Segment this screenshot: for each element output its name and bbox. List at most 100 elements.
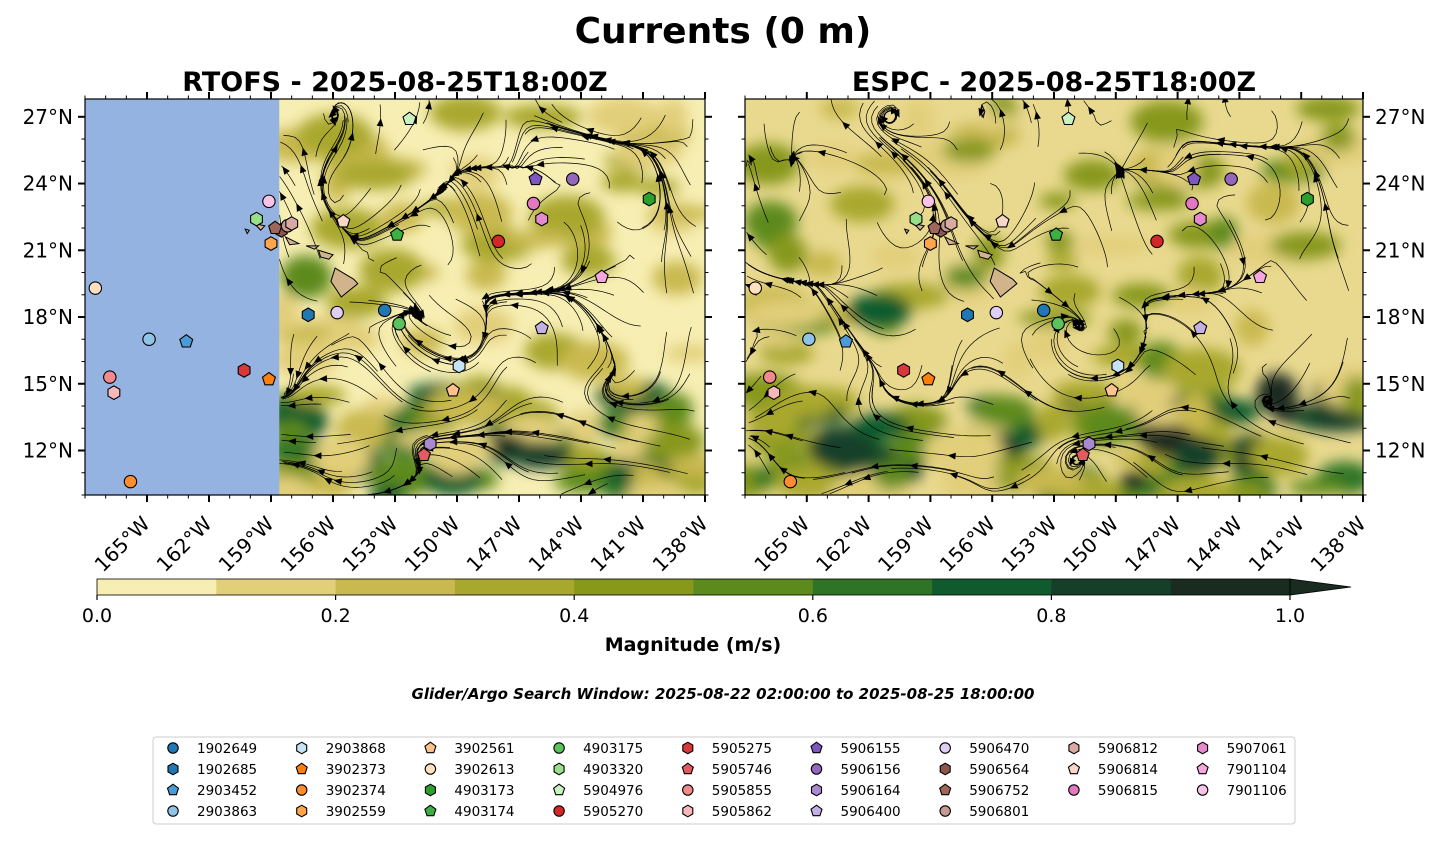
streamline-arrow	[785, 277, 795, 285]
float-marker-5906812	[285, 216, 299, 232]
streamline	[283, 447, 397, 483]
streamline-arrow	[282, 166, 290, 175]
streamline-arrow	[1302, 152, 1311, 161]
streamline-arrow	[602, 333, 610, 342]
streamline-arrow	[1298, 399, 1307, 406]
magnitude-blob	[607, 376, 646, 400]
colorbar-tick-label: 1.0	[1275, 605, 1305, 627]
streamline	[1058, 409, 1197, 450]
float-marker-5906164	[1082, 436, 1096, 452]
float-marker-3902561	[1104, 382, 1119, 397]
float-marker-5906814	[336, 213, 351, 228]
streamline	[971, 366, 1105, 412]
rtofs-streamlines	[278, 99, 697, 495]
magnitude-blob	[1342, 376, 1363, 415]
streamline-arrow	[900, 153, 910, 162]
streamline-arrow	[1058, 206, 1068, 214]
streamline-arrow	[764, 281, 773, 289]
magnitude-blob	[1015, 465, 1087, 495]
magnitude-blob	[923, 427, 1004, 472]
streamline	[282, 364, 348, 399]
streamline	[398, 313, 507, 365]
streamline-arrow	[1138, 431, 1147, 439]
streamline-arrow	[872, 413, 882, 422]
streamline-arrow	[875, 141, 884, 150]
lon-tick-label: 165°W	[749, 511, 814, 576]
panel-rtofs: RTOFS - 2025-08-25T18:00Z 165°W162°W159°…	[23, 67, 713, 577]
streamline	[1053, 319, 1107, 376]
float-marker-5905855	[103, 370, 117, 384]
streamline-arrow	[584, 460, 593, 468]
streamline	[889, 441, 1032, 458]
streamline-arrow	[784, 433, 794, 441]
magnitude-blob	[501, 229, 569, 249]
legend-label: 4903320	[583, 762, 643, 778]
lon-tick-label: 144°W	[1182, 511, 1247, 576]
float-marker-4903173	[1300, 191, 1314, 207]
magnitude-blob	[1038, 274, 1101, 309]
streamline	[281, 433, 351, 437]
streamline-arrow	[476, 212, 483, 222]
streamline-arrow	[316, 469, 326, 476]
magnitude-blob	[335, 160, 415, 190]
colorbar-segment	[812, 579, 933, 595]
lon-tick-label: 141°W	[1244, 511, 1309, 576]
streamline-arrow	[468, 164, 478, 172]
lat-tick-label: 18°N	[1375, 305, 1425, 329]
magnitude-blob	[270, 341, 339, 376]
streamline-arrow	[319, 375, 328, 382]
lat-tick-label: 24°N	[23, 172, 73, 196]
streamline	[859, 102, 914, 194]
rtofs-float-markers	[88, 111, 656, 489]
magnitude-blob	[1046, 252, 1079, 270]
streamline-arrow	[748, 154, 756, 164]
streamline-arrow	[1087, 106, 1096, 115]
streamline-arrow	[501, 164, 511, 171]
float-marker-5906155	[528, 171, 543, 186]
streamline	[375, 104, 382, 154]
magnitude-blob	[1249, 436, 1309, 476]
lon-tick-label: 156°W	[935, 511, 1000, 576]
streamline-arrow	[510, 302, 519, 309]
magnitude-blob	[646, 205, 705, 222]
magnitude-blob	[1052, 379, 1120, 404]
legend-marker-3902613	[424, 763, 437, 775]
streamline	[283, 445, 370, 457]
streamline-arrow	[313, 452, 322, 460]
lon-tick-label: 156°W	[276, 511, 341, 576]
streamline-arrow	[808, 389, 817, 397]
streamline	[1056, 431, 1190, 465]
float-marker-5905746	[1075, 447, 1090, 462]
streamline-arrow	[504, 461, 513, 470]
streamline-arrow	[583, 478, 593, 486]
lon-tick-label: 144°W	[524, 511, 589, 576]
magnitude-blob	[309, 474, 354, 495]
float-marker-4903173	[642, 191, 656, 207]
streamline-arrow	[1034, 111, 1041, 120]
legend-marker-5905746	[681, 762, 694, 775]
streamline-arrow	[1023, 100, 1030, 110]
figure-title: Currents (0 m)	[575, 11, 872, 52]
streamline-arrow	[300, 164, 307, 174]
colorbar-segment	[454, 579, 575, 595]
float-marker-1902649	[1036, 303, 1051, 318]
float-marker-5906752	[927, 220, 942, 235]
float-marker-5906470	[330, 305, 344, 320]
magnitude-blob	[1174, 437, 1223, 473]
legend-label: 5906156	[841, 762, 901, 778]
float-marker-2903452	[838, 334, 854, 348]
legend-marker-5906801	[939, 805, 951, 817]
island-shape	[317, 249, 334, 260]
legend-label: 5906815	[1098, 783, 1158, 799]
streamline	[411, 356, 536, 412]
streamline	[755, 392, 880, 440]
float-marker-7901104	[594, 269, 609, 284]
legend-marker-5906752	[939, 783, 952, 796]
streamline	[560, 474, 634, 495]
streamline-arrow	[430, 430, 439, 438]
streamline-arrow	[666, 205, 674, 214]
magnitude-blob	[759, 331, 800, 348]
magnitude-blob	[664, 345, 705, 362]
streamline-arrow	[1230, 400, 1238, 410]
streamline	[1201, 447, 1344, 474]
